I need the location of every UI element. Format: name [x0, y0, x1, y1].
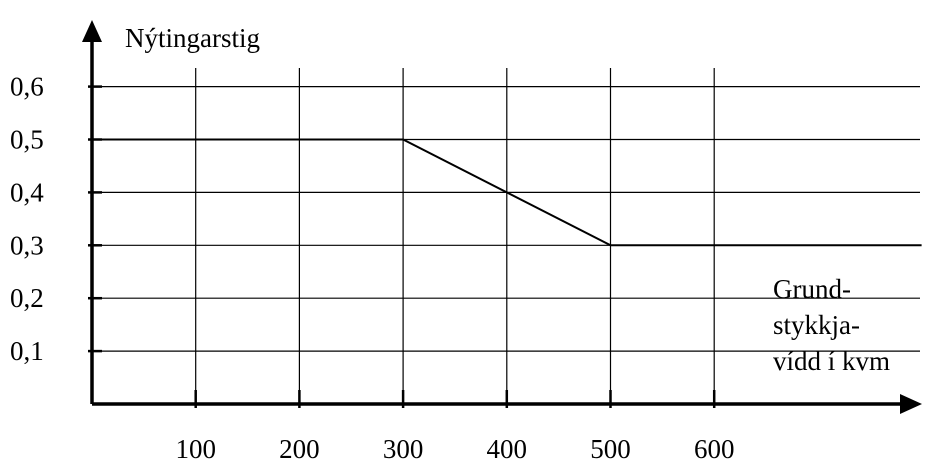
y-tick-label: 0,1 [10, 336, 44, 366]
y-tick-label: 0,5 [10, 125, 44, 155]
axes [82, 20, 922, 414]
x-axis-label-line: stykkja- [773, 310, 860, 340]
y-tick-label: 0,3 [10, 230, 44, 260]
x-axis-label-line: vídd í kvm [773, 346, 890, 376]
x-tick-label: 100 [175, 434, 216, 464]
x-tick-label: 200 [279, 434, 320, 464]
x-axis-label-line: Grund- [773, 274, 851, 304]
tick-labels: 0,1 0,2 0,3 0,4 0,5 0,6 100 200 300 400 500 600 [10, 72, 734, 464]
y-tick-label: 0,4 [10, 177, 44, 207]
series [92, 138, 922, 247]
x-tick-label: 600 [694, 434, 735, 464]
y-axis-arrow [82, 20, 102, 42]
x-tick-label: 400 [487, 434, 528, 464]
x-tick-label: 500 [590, 434, 631, 464]
y-tick-label: 0,6 [10, 72, 44, 102]
x-tick-label: 300 [383, 434, 424, 464]
x-axis-label: Grund-stykkja-vídd í kvm [773, 274, 890, 376]
x-axis-arrow [900, 394, 922, 414]
y-axis-label: Nýtingarstig [125, 23, 260, 53]
series-line-1 [92, 138, 922, 247]
y-tick-label: 0,2 [10, 283, 44, 313]
